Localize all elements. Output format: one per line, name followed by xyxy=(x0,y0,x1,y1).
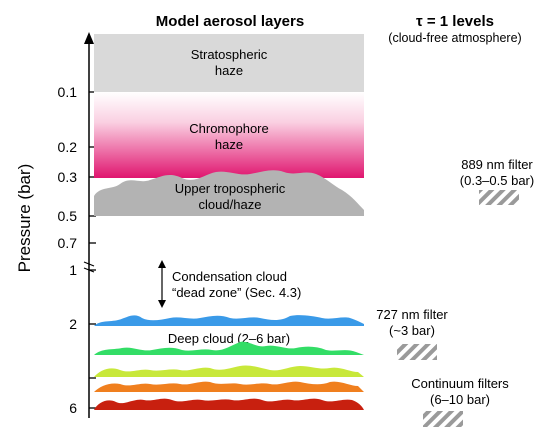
stratospheric-label-1: Stratospheric xyxy=(191,47,268,62)
deep-cloud-layer-4 xyxy=(94,381,364,392)
right-title: τ = 1 levels xyxy=(416,13,494,30)
axis-arrowhead xyxy=(84,32,94,44)
filter-727-label-1: 727 nm filter xyxy=(376,307,448,322)
tick-label: 0.1 xyxy=(58,84,78,100)
deep-cloud-layer-5 xyxy=(94,398,364,410)
upper-tropo-label-1: Upper tropospheric xyxy=(175,181,286,196)
filter-727-range-box xyxy=(397,344,437,360)
continuum-label-2: (6–10 bar) xyxy=(430,392,490,407)
continuum-range-box xyxy=(423,411,463,427)
chromophore-label-2: haze xyxy=(215,137,243,152)
axis-title: Pressure (bar) xyxy=(15,164,34,273)
deep-cloud-layer-3 xyxy=(94,365,364,377)
tick-label: 0.3 xyxy=(58,169,78,185)
stratospheric-haze-layer xyxy=(94,34,364,92)
filter-889-label-2: (0.3–0.5 bar) xyxy=(460,173,534,188)
tick-label: 1 xyxy=(69,262,77,278)
deep-cloud-layer-2 xyxy=(94,341,364,355)
dead-zone-label-1: Condensation cloud xyxy=(172,269,287,284)
dead-zone-arrow-down xyxy=(158,300,166,308)
right-subtitle: (cloud-free atmosphere) xyxy=(388,31,521,45)
tick-label: 6 xyxy=(69,400,77,416)
dead-zone-arrow-up xyxy=(158,260,166,268)
tick-label: 0.2 xyxy=(58,139,78,155)
upper-tropo-label-2: cloud/haze xyxy=(199,197,262,212)
continuum-label-1: Continuum filters xyxy=(411,376,509,391)
chromophore-label-1: Chromophore xyxy=(189,121,269,136)
deep-cloud-label: Deep cloud (2–6 bar) xyxy=(168,331,290,346)
filter-889-label-1: 889 nm filter xyxy=(461,157,533,172)
tick-label: 0.7 xyxy=(58,235,78,251)
tick-label: 0.5 xyxy=(58,208,78,224)
dead-zone-label-2: “dead zone” (Sec. 4.3) xyxy=(172,285,301,300)
filter-727-label-2: (~3 bar) xyxy=(389,323,435,338)
deep-cloud-layer-1 xyxy=(94,315,364,326)
upper-tropospheric-layer xyxy=(94,170,364,216)
tick-label: 2 xyxy=(69,316,77,332)
left-title: Model aerosol layers xyxy=(156,13,304,30)
chromophore-haze-layer xyxy=(94,92,364,178)
filter-889-range-box xyxy=(479,190,519,205)
axis-ticks xyxy=(89,91,96,409)
axis-break-upper xyxy=(83,261,95,267)
stratospheric-label-2: haze xyxy=(215,63,243,78)
